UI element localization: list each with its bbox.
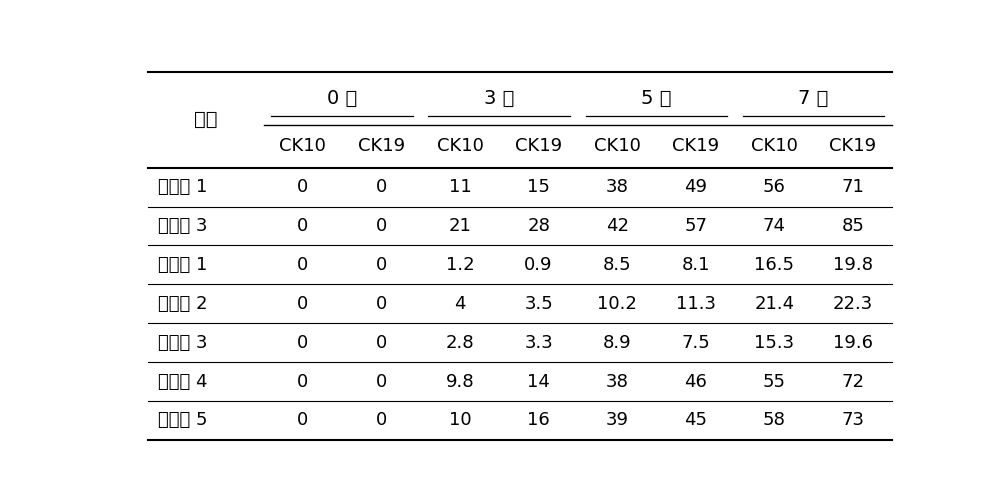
- Text: 38: 38: [606, 373, 629, 390]
- Text: 16: 16: [527, 411, 550, 430]
- Text: 对照例 4: 对照例 4: [158, 373, 207, 390]
- Text: 19.8: 19.8: [833, 256, 873, 274]
- Text: CK19: CK19: [515, 137, 562, 155]
- Text: 10.2: 10.2: [597, 295, 637, 313]
- Text: 0: 0: [376, 295, 387, 313]
- Text: 0: 0: [376, 333, 387, 352]
- Text: 对照例 5: 对照例 5: [158, 411, 207, 430]
- Text: CK10: CK10: [437, 137, 483, 155]
- Text: 对照例 3: 对照例 3: [158, 333, 207, 352]
- Text: CK19: CK19: [829, 137, 877, 155]
- Text: 5 天: 5 天: [641, 89, 672, 108]
- Text: 28: 28: [527, 217, 550, 235]
- Text: 0: 0: [297, 217, 308, 235]
- Text: CK10: CK10: [279, 137, 326, 155]
- Text: 对照例 1: 对照例 1: [158, 256, 207, 274]
- Text: 实施例 1: 实施例 1: [158, 178, 207, 196]
- Text: CK10: CK10: [751, 137, 798, 155]
- Text: 0: 0: [297, 256, 308, 274]
- Text: 0: 0: [297, 178, 308, 196]
- Text: 8.1: 8.1: [682, 256, 710, 274]
- Text: 39: 39: [606, 411, 629, 430]
- Text: 3.5: 3.5: [524, 295, 553, 313]
- Text: 0: 0: [376, 256, 387, 274]
- Text: 72: 72: [841, 373, 864, 390]
- Text: 0 天: 0 天: [327, 89, 357, 108]
- Text: 21.4: 21.4: [754, 295, 794, 313]
- Text: 19.6: 19.6: [833, 333, 873, 352]
- Text: 38: 38: [606, 178, 629, 196]
- Text: 7.5: 7.5: [681, 333, 710, 352]
- Text: 2.8: 2.8: [446, 333, 474, 352]
- Text: 46: 46: [684, 373, 707, 390]
- Text: 21: 21: [449, 217, 471, 235]
- Text: 0: 0: [376, 411, 387, 430]
- Text: 0: 0: [297, 333, 308, 352]
- Text: 8.5: 8.5: [603, 256, 632, 274]
- Text: 样品: 样品: [194, 110, 218, 129]
- Text: 0: 0: [297, 373, 308, 390]
- Text: 74: 74: [763, 217, 786, 235]
- Text: 71: 71: [842, 178, 864, 196]
- Text: 58: 58: [763, 411, 786, 430]
- Text: 0: 0: [297, 411, 308, 430]
- Text: 45: 45: [684, 411, 707, 430]
- Text: 0.9: 0.9: [524, 256, 553, 274]
- Text: 22.3: 22.3: [833, 295, 873, 313]
- Text: 8.9: 8.9: [603, 333, 632, 352]
- Text: 11.3: 11.3: [676, 295, 716, 313]
- Text: 57: 57: [684, 217, 707, 235]
- Text: 0: 0: [376, 373, 387, 390]
- Text: 15.3: 15.3: [754, 333, 794, 352]
- Text: 14: 14: [527, 373, 550, 390]
- Text: 42: 42: [606, 217, 629, 235]
- Text: 15: 15: [527, 178, 550, 196]
- Text: 16.5: 16.5: [754, 256, 794, 274]
- Text: 实施例 3: 实施例 3: [158, 217, 207, 235]
- Text: 3 天: 3 天: [484, 89, 515, 108]
- Text: 对照例 2: 对照例 2: [158, 295, 207, 313]
- Text: 0: 0: [376, 217, 387, 235]
- Text: CK10: CK10: [594, 137, 641, 155]
- Text: 3.3: 3.3: [524, 333, 553, 352]
- Text: CK19: CK19: [358, 137, 405, 155]
- Text: 11: 11: [449, 178, 471, 196]
- Text: 0: 0: [376, 178, 387, 196]
- Text: 10: 10: [449, 411, 471, 430]
- Text: CK19: CK19: [672, 137, 719, 155]
- Text: 0: 0: [297, 295, 308, 313]
- Text: 9.8: 9.8: [446, 373, 474, 390]
- Text: 7 天: 7 天: [798, 89, 829, 108]
- Text: 1.2: 1.2: [446, 256, 474, 274]
- Text: 56: 56: [763, 178, 786, 196]
- Text: 55: 55: [763, 373, 786, 390]
- Text: 49: 49: [684, 178, 707, 196]
- Text: 4: 4: [454, 295, 466, 313]
- Text: 85: 85: [842, 217, 864, 235]
- Text: 73: 73: [841, 411, 864, 430]
